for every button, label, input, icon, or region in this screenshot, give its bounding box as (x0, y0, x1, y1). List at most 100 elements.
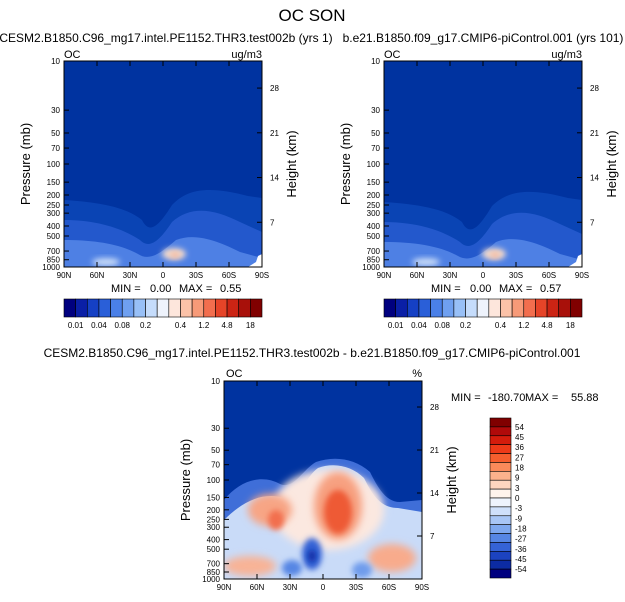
panel-difference-x-tick-label: 60S (382, 583, 396, 592)
panel-test-y-tick-label: 400 (47, 222, 61, 231)
panel-difference-neg-tropics-core (308, 550, 316, 562)
panel-difference-colorbar-box (489, 471, 512, 481)
panel-difference-y2-tick-label: 7 (430, 532, 435, 541)
panel-control-units-label: ug/m3 (551, 49, 582, 61)
panel-difference-colorbar-box (489, 426, 512, 437)
panel-control-y-tick-label: 100 (367, 160, 381, 169)
panel-test-colorbar-box (168, 298, 181, 318)
panel-difference-max-value: 55.88 (571, 392, 599, 404)
panel-test-units-label: ug/m3 (231, 49, 262, 61)
panel-difference-colorbar-label: 45 (515, 433, 524, 442)
panel-control-y2-tick-label: 21 (590, 129, 599, 138)
panel-test-variable-label: OC (64, 49, 81, 61)
panel-control-colorbar-label: 0.4 (495, 321, 507, 330)
panel-test-colorbar-box (191, 298, 205, 318)
panel-test-y-tick-label: 100 (47, 160, 61, 169)
panel-control-y-tick-label: 250 (367, 201, 381, 210)
panel-test-colorbar-box (145, 298, 158, 318)
panel-control-colorbar-label: 1.2 (518, 321, 530, 330)
panel-test-colorbar-box (156, 298, 170, 318)
panel-difference-y-tick-label: 100 (207, 476, 221, 485)
panel-difference-y-tick-label: 150 (207, 493, 221, 502)
panel-test-hotspot-midlat (92, 258, 120, 266)
panel-control-colorbar-label: 0.2 (460, 321, 472, 330)
panel-test-y2-tick-label: 7 (270, 218, 275, 227)
panel-test-colorbar-box (203, 298, 216, 318)
panel-test-hotspot-core (170, 252, 180, 258)
panel-difference-max-label: MAX = (525, 392, 558, 404)
panel-control-colorbar-label: 4.8 (541, 321, 553, 330)
panel-difference-y2-tick-label: 21 (430, 446, 439, 455)
panel-control-colorbar-box (465, 298, 478, 318)
panel-control-colorbar-box (511, 298, 525, 318)
panel-difference-title: CESM2.B1850.C96_mg17.intel.PE1152.THR3.t… (44, 346, 581, 360)
panel-control-x-tick-label: 90N (377, 271, 392, 280)
panel-test-colorbar-label: 0.04 (91, 321, 107, 330)
panel-difference-colorbar-box (489, 462, 512, 472)
panel-difference-colorbar-box (489, 417, 512, 428)
panel-test-colorbar-box (215, 298, 228, 318)
panel-control-no-data (568, 254, 582, 267)
panel-difference-y-tick-label: 1000 (202, 575, 220, 584)
panel-control-ylabel: Pressure (mb) (338, 123, 353, 205)
panel-control-hotspot-midlat (412, 258, 440, 266)
panel-test-colorbar-label: 0.4 (175, 321, 187, 330)
panel-control-min-label: MIN = (431, 283, 461, 295)
panel-difference-colorbar-label: 18 (515, 464, 524, 473)
panel-test-title: CESM2.B1850.C96_mg17.intel.PE1152.THR3.t… (0, 31, 333, 45)
panel-control-y2label: Height (km) (604, 130, 619, 197)
panel-difference-colorbar-label: -27 (515, 535, 527, 544)
panel-difference-y-tick-label: 300 (207, 523, 221, 532)
panel-test-colorbar-box (121, 298, 135, 318)
panel-test-x-tick-label: 30N (123, 271, 138, 280)
panel-test-y-tick-label: 200 (47, 191, 61, 200)
panel-difference-pos-surface (224, 556, 276, 576)
panel-control-x-tick-label: 60S (542, 271, 556, 280)
panel-test-ylabel: Pressure (mb) (18, 123, 33, 205)
panel-test-y2-tick-label: 21 (270, 129, 279, 138)
panel-test-colorbar-box (75, 298, 88, 318)
panel-control-colorbar-label: 18 (566, 321, 575, 330)
panel-difference-y-tick-label: 70 (211, 461, 220, 470)
panel-difference-colorbar-box (489, 533, 512, 543)
panel-test-colorbar-box (180, 298, 193, 318)
panel-control-y-tick-label: 850 (367, 256, 381, 265)
panel-test-colorbar-box (63, 298, 76, 318)
panel-control-colorbar-box (418, 298, 431, 318)
panel-difference-x-tick-label: 60N (250, 583, 265, 592)
panel-control-y-tick-label: 50 (371, 129, 380, 138)
panel-test-colorbar-box (226, 298, 240, 318)
panel-test-y-tick-label: 70 (51, 144, 60, 153)
panel-control-y2-tick-label: 14 (590, 174, 599, 183)
panel-test-field (64, 61, 262, 267)
panel-control-hotspot-core (490, 252, 500, 258)
panel-control: b.e21.B1850.f09_g17.CMIP6-piControl.001 … (338, 31, 623, 330)
panel-test-colorbar-label: 0.08 (114, 321, 130, 330)
panel-difference-colorbar-label: -3 (515, 504, 523, 513)
panel-test-y-tick-label: 10 (51, 57, 60, 66)
panel-test-max-label: MAX = (179, 283, 212, 295)
panel-difference-x-tick-label: 90N (217, 583, 232, 592)
panel-test-y-tick-label: 50 (51, 129, 60, 138)
panel-difference-x-tick-label: 30N (283, 583, 298, 592)
panel-difference: CESM2.B1850.C96_mg17.intel.PE1152.THR3.t… (44, 346, 599, 592)
panel-difference-variable-label: OC (226, 368, 243, 380)
panel-difference-colorbar-box (489, 506, 512, 517)
panel-control-colorbar-box (395, 298, 408, 318)
panel-test-y-tick-label: 250 (47, 201, 61, 210)
panel-difference-y-tick-label: 850 (207, 568, 221, 577)
panel-test-y-tick-label: 700 (47, 247, 61, 256)
panel-difference-y-tick-label: 50 (211, 446, 220, 455)
panel-control-colorbar-box (558, 298, 571, 318)
panel-control-y-tick-label: 400 (367, 222, 381, 231)
panel-difference-colorbar-label: -18 (515, 524, 527, 533)
panel-test-colorbar-box (238, 298, 251, 318)
panel-difference-colorbar-label: -45 (515, 555, 527, 564)
panel-difference-colorbar-box (489, 568, 512, 579)
panel-difference-x-tick-label: 90S (415, 583, 429, 592)
panel-difference-y-tick-label: 250 (207, 515, 221, 524)
panel-difference-colorbar-box (489, 497, 512, 508)
panel-difference-colorbar-box (489, 524, 512, 534)
panel-difference-y2label: Height (km) (444, 446, 459, 513)
panel-control-colorbar-label: 0.04 (411, 321, 427, 330)
